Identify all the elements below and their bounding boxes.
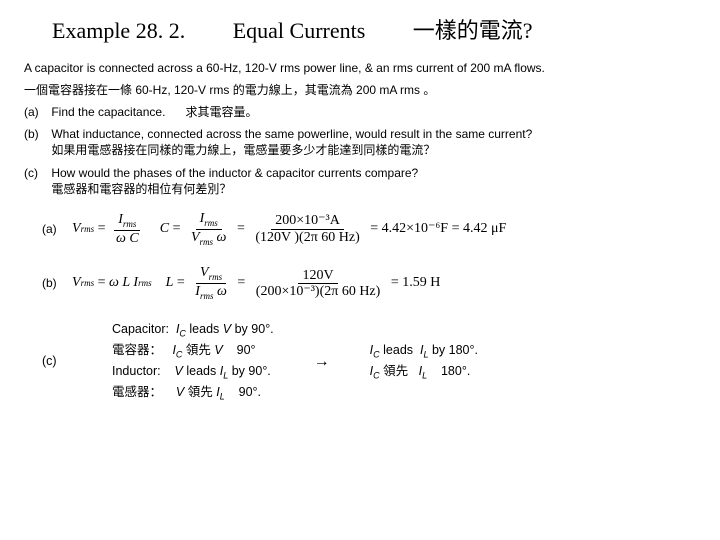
sc-right: IC leads IL by 180°. IC 領先 IL 180°. <box>370 341 478 383</box>
title: Example 28. 2. Equal Currents 一樣的電流? <box>24 16 696 46</box>
solution-a: (a) Vrms = Irms ω C C = Irms Vrms ω = 20… <box>42 211 696 247</box>
sb-label: (b) <box>42 275 72 291</box>
arrow-icon: → <box>314 351 330 373</box>
solution-b: (b) Vrms = ω L Irms L = Vrms Irms ω = 12… <box>42 265 696 301</box>
qb-zh: 如果用電感器接在同樣的電力線上，電感量要多少才能達到同樣的電流？ <box>51 143 435 157</box>
intro-en: A capacitor is connected across a 60-Hz,… <box>24 60 696 76</box>
sa-eq: Vrms = Irms ω C C = Irms Vrms ω = 200×10… <box>72 211 506 247</box>
qa-label: (a) <box>24 104 48 120</box>
intro-zh: 一個電容器接在一條 60-Hz, 120-V rms 的電力線上，其電流為 20… <box>24 82 696 98</box>
question-a: (a) Find the capacitance. 求其電容量。 <box>24 104 696 120</box>
qb-en: What inductance, connected across the sa… <box>51 127 532 141</box>
qa-en: Find the capacitance. <box>51 105 165 119</box>
qa-zh: 求其電容量。 <box>185 105 257 119</box>
qc-en: How would the phases of the inductor & c… <box>51 166 418 180</box>
sc-left: Capacitor: IC leads V by 90°. 電容器： IC 領先… <box>112 320 274 404</box>
qc-zh: 電感器和電容器的相位有何差別？ <box>51 182 231 196</box>
qc-label: (c) <box>24 165 48 181</box>
title-en: Equal Currents <box>233 18 366 43</box>
sa-label: (a) <box>42 221 72 237</box>
solution-c: (c) Capacitor: IC leads V by 90°. 電容器： I… <box>42 320 696 404</box>
title-zh: 一樣的電流? <box>413 18 533 43</box>
question-c: (c) How would the phases of the inductor… <box>24 165 696 197</box>
qb-label: (b) <box>24 126 48 142</box>
title-example: Example 28. 2. <box>52 18 185 43</box>
sc-label: (c) <box>42 353 72 370</box>
question-b: (b) What inductance, connected across th… <box>24 126 696 158</box>
sb-eq: Vrms = ω L Irms L = Vrms Irms ω = 120V (… <box>72 265 440 301</box>
